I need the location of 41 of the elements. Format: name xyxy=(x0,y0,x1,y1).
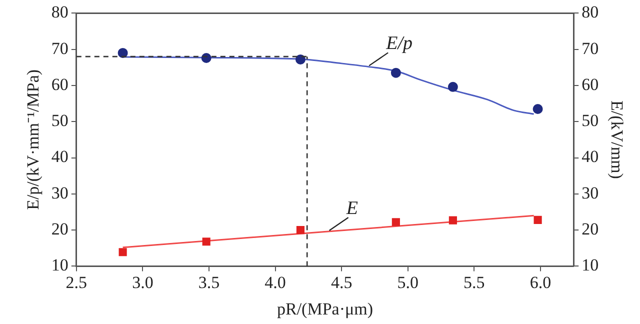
x-tick-label: 4.0 xyxy=(264,272,286,292)
point xyxy=(392,218,400,226)
point xyxy=(118,248,127,256)
y-tick-label: 80 xyxy=(51,2,68,22)
y2-axis-title: E/(kV/mm) xyxy=(607,100,626,179)
x-tick-label: 2.5 xyxy=(66,272,88,292)
x-tick-label: 5.5 xyxy=(464,272,485,292)
y2-tick-label: 70 xyxy=(582,38,599,58)
point xyxy=(390,68,401,78)
y-tick-label: 50 xyxy=(51,111,68,130)
x-tick-label: 3.0 xyxy=(132,272,154,292)
y-tick-label: 70 xyxy=(51,38,68,58)
x-tick-label: 3.5 xyxy=(198,272,220,292)
point xyxy=(448,82,458,92)
y2-tick-label: 60 xyxy=(582,74,599,94)
point xyxy=(295,54,306,64)
y-tick-label: 30 xyxy=(51,183,68,202)
x-axis-title: pR/(MPa·μm) xyxy=(277,299,373,318)
y2-tick-label: 20 xyxy=(582,220,599,239)
y-tick-label: 10 xyxy=(51,256,68,275)
point xyxy=(532,104,543,114)
point xyxy=(448,216,457,224)
x-tick-label: 5.0 xyxy=(397,272,418,292)
point xyxy=(201,53,212,64)
y2-tick-label: 30 xyxy=(582,183,599,202)
y2-tick-label: 10 xyxy=(582,256,599,275)
point xyxy=(118,48,128,58)
y-axis-title: E/p/(kV·mm⁻¹/MPa) xyxy=(24,69,43,210)
x-tick-label: 6.0 xyxy=(530,272,552,292)
y2-tick-label: 50 xyxy=(582,111,599,130)
annotation: E/p xyxy=(385,33,412,54)
y2-tick-label: 80 xyxy=(582,2,599,22)
x-tick-label: 4.5 xyxy=(330,272,352,292)
point xyxy=(534,216,542,224)
point xyxy=(202,238,210,246)
annotation: E xyxy=(345,198,358,220)
y-tick-label: 60 xyxy=(51,74,68,94)
y-tick-label: 20 xyxy=(51,220,68,239)
y2-tick-label: 40 xyxy=(582,147,599,166)
y-tick-label: 40 xyxy=(51,147,68,166)
point xyxy=(296,226,305,234)
